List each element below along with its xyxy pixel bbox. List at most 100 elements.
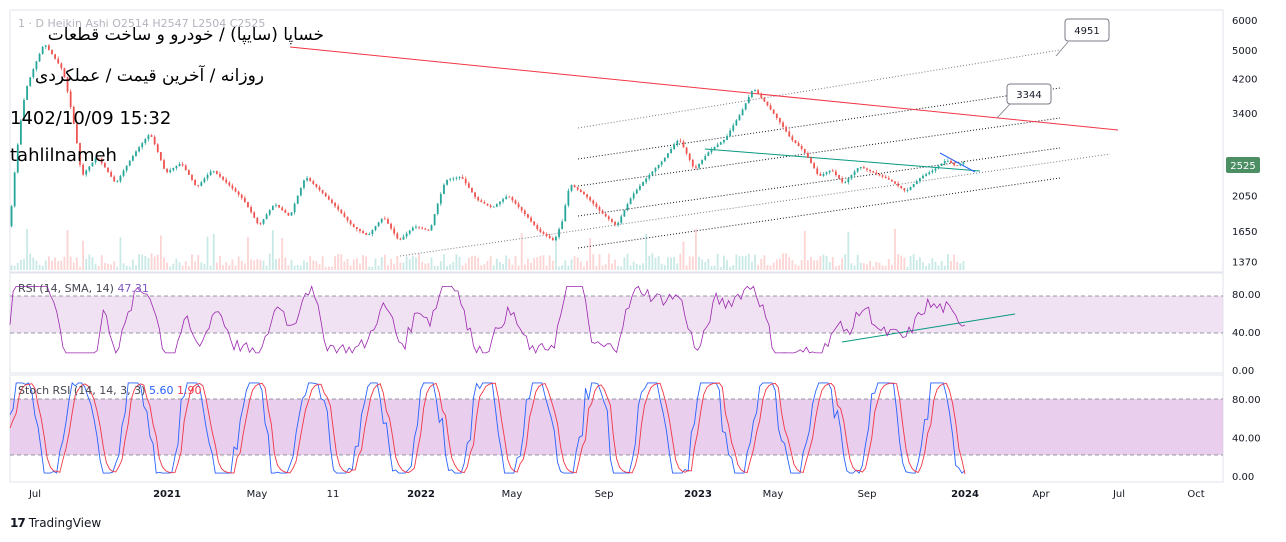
volume-bar — [206, 236, 209, 270]
candle-body — [629, 198, 632, 205]
candle-body — [751, 91, 753, 98]
candle-body — [918, 178, 921, 182]
volume-bar — [331, 266, 333, 270]
candle-body — [377, 222, 380, 227]
volume-bar — [135, 265, 137, 270]
candle-body — [178, 164, 181, 167]
tradingview-logo[interactable]: 17 TradingView — [10, 516, 101, 530]
time-tick: May — [502, 489, 523, 500]
candle-body — [368, 234, 371, 236]
candle-body — [897, 183, 900, 186]
stoch-tick: 0.00 — [1232, 472, 1254, 483]
volume-bar — [869, 260, 872, 270]
volume-bar — [558, 266, 560, 270]
volume-bar — [536, 257, 539, 270]
volume-bar — [530, 262, 532, 270]
candle-body — [455, 177, 458, 179]
candle-body — [449, 179, 452, 181]
volume-bar — [175, 258, 178, 270]
rsi-tick: 40.00 — [1232, 328, 1261, 339]
candle-body — [312, 181, 315, 184]
candle-body — [296, 195, 299, 204]
volume-bar — [262, 260, 265, 270]
channel-line — [577, 147, 1061, 217]
volume-bar — [788, 257, 791, 270]
candle-body — [533, 221, 536, 226]
candle-body — [169, 170, 172, 173]
volume-bar — [411, 255, 414, 270]
volume-bar — [614, 259, 616, 270]
rsi-legend-value: 47.31 — [117, 282, 149, 295]
candle-body — [75, 124, 78, 144]
volume-bar — [570, 259, 573, 270]
volume-bar — [156, 254, 159, 270]
volume-bar — [878, 262, 881, 270]
volume-bar — [477, 257, 480, 270]
volume-bar — [374, 258, 377, 270]
candle-body — [275, 204, 277, 206]
candle-body — [355, 227, 358, 230]
candle-body — [402, 236, 405, 240]
candle-body — [791, 136, 794, 141]
candle-body — [483, 202, 486, 204]
candle-body — [150, 135, 153, 137]
candle-body — [595, 203, 598, 208]
volume-bar — [368, 266, 371, 270]
volume-bar — [79, 266, 81, 270]
candle-body — [825, 172, 828, 175]
volume-bar — [371, 266, 374, 270]
volume-bar — [312, 260, 315, 270]
volume-bar — [116, 266, 119, 270]
candle-body — [763, 97, 766, 102]
candle-body — [446, 179, 448, 185]
volume-bar — [10, 265, 13, 270]
volume-bar — [819, 256, 822, 270]
volume-bar — [660, 263, 663, 270]
rsi-legend[interactable]: RSI (14, SMA, 14) 47.31 — [18, 282, 149, 295]
volume-bar — [642, 263, 644, 270]
volume-bar — [803, 230, 806, 270]
candle-body — [872, 171, 875, 173]
volume-bar — [604, 264, 607, 270]
volume-bar — [499, 262, 501, 270]
volume-bar — [128, 266, 131, 270]
volume-bar — [228, 265, 231, 270]
candle-body — [704, 156, 707, 160]
volume-bar — [617, 265, 620, 270]
time-tick: 2022 — [407, 489, 435, 500]
volume-bar — [850, 263, 853, 270]
volume-bar — [726, 260, 728, 270]
price-pane — [9, 9, 1224, 273]
volume-bar — [166, 262, 168, 270]
candle-body — [122, 170, 125, 176]
candle-body — [346, 216, 349, 221]
candle-body — [657, 164, 660, 169]
candle-body — [822, 174, 825, 176]
volume-bar — [769, 265, 772, 270]
candle-body — [405, 233, 408, 237]
candle-body — [726, 136, 728, 140]
volume-bar — [219, 255, 221, 270]
candle-body — [530, 217, 532, 222]
volume-bar — [452, 262, 455, 270]
volume-bar — [315, 261, 318, 270]
main-legend[interactable]: 1 · D Heikin Ashi O2514 H2547 L2504 C252… — [18, 17, 266, 30]
volume-bar — [897, 254, 900, 270]
candle-body — [679, 140, 682, 142]
volume-bar — [813, 260, 816, 270]
candle-body — [915, 181, 918, 184]
volume-bar — [900, 255, 903, 270]
stoch-legend[interactable]: Stoch RSI (14, 14, 3, 3) 5.60 1.90 — [18, 384, 201, 397]
candle-body — [959, 163, 962, 166]
volume-bar — [340, 254, 343, 270]
volume-bar — [187, 266, 190, 270]
candle-body — [119, 175, 122, 182]
candle-body — [548, 236, 551, 239]
volume-bar — [953, 254, 956, 270]
volume-bar — [97, 265, 100, 270]
candle-body — [91, 162, 94, 167]
candle-body — [228, 182, 231, 186]
volume-bar — [321, 256, 324, 270]
volume-bar — [648, 255, 651, 270]
candle-body — [785, 126, 788, 132]
